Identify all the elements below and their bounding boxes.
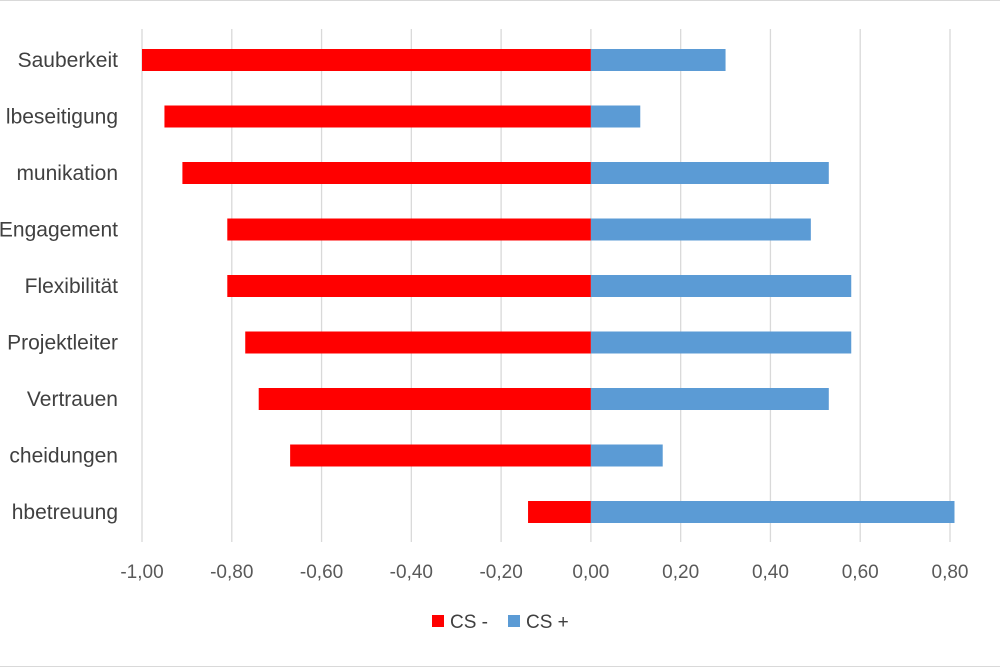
x-tick-label: 0,60 [842,562,879,583]
bar-cs-minus-5 [245,331,591,354]
legend-label-cs-minus: CS - [450,612,488,633]
bar-cs-minus-3 [227,218,591,241]
bars [142,49,955,523]
category-label: hbetreuung [12,501,118,524]
x-tick-label: 0,00 [572,562,609,583]
category-label: cheidungen [9,445,118,468]
legend-swatch-cs-minus [432,615,444,627]
x-tick-label: -0,80 [210,562,253,583]
x-tick-label: -0,60 [300,562,343,583]
bar-cs-plus-8 [590,501,955,523]
bar-cs-plus-6 [590,388,829,410]
bar-cs-plus-0 [590,49,726,71]
x-tick-label: 0,40 [752,562,789,583]
category-labels: Sauberkeit lbeseitigung munikation Engageme… [0,49,118,524]
bar-cs-plus-7 [590,444,663,467]
category-label: lbeseitigung [6,106,118,129]
bar-cs-plus-2 [590,162,829,184]
bar-cs-minus-0 [142,49,591,71]
category-label: munikation [16,162,118,185]
bar-cs-plus-1 [590,105,641,128]
x-tick-label: 0,20 [662,562,699,583]
bar-cs-minus-7 [290,444,591,467]
category-label: Projektleiter [7,332,118,355]
bar-cs-minus-8 [528,501,591,523]
bar-cs-minus-6 [258,388,591,410]
bar-cs-minus-2 [182,162,591,184]
category-label: Sauberkeit [18,49,119,72]
legend-swatch-cs-plus [508,615,520,627]
bar-cs-plus-4 [590,275,852,297]
legend: CS - CS + [432,612,569,633]
bar-cs-minus-1 [164,105,591,128]
category-label: Flexibilität [25,275,119,298]
x-tick-label: -0,20 [479,562,522,583]
bar-cs-plus-5 [590,331,852,354]
x-axis-tick-labels: -1,00 -0,80 -0,60 -0,40 -0,20 0,00 0,20 0,40 0,6… [120,562,968,583]
bar-cs-minus-4 [227,275,591,297]
category-label: Engagement [0,219,118,242]
legend-label-cs-plus: CS + [526,612,569,633]
x-tick-label: -0,40 [390,562,433,583]
x-tick-label: 0,80 [932,562,969,583]
category-label: Vertrauen [27,388,118,411]
x-tick-label: -1,00 [120,562,163,583]
bar-cs-plus-3 [590,218,811,241]
